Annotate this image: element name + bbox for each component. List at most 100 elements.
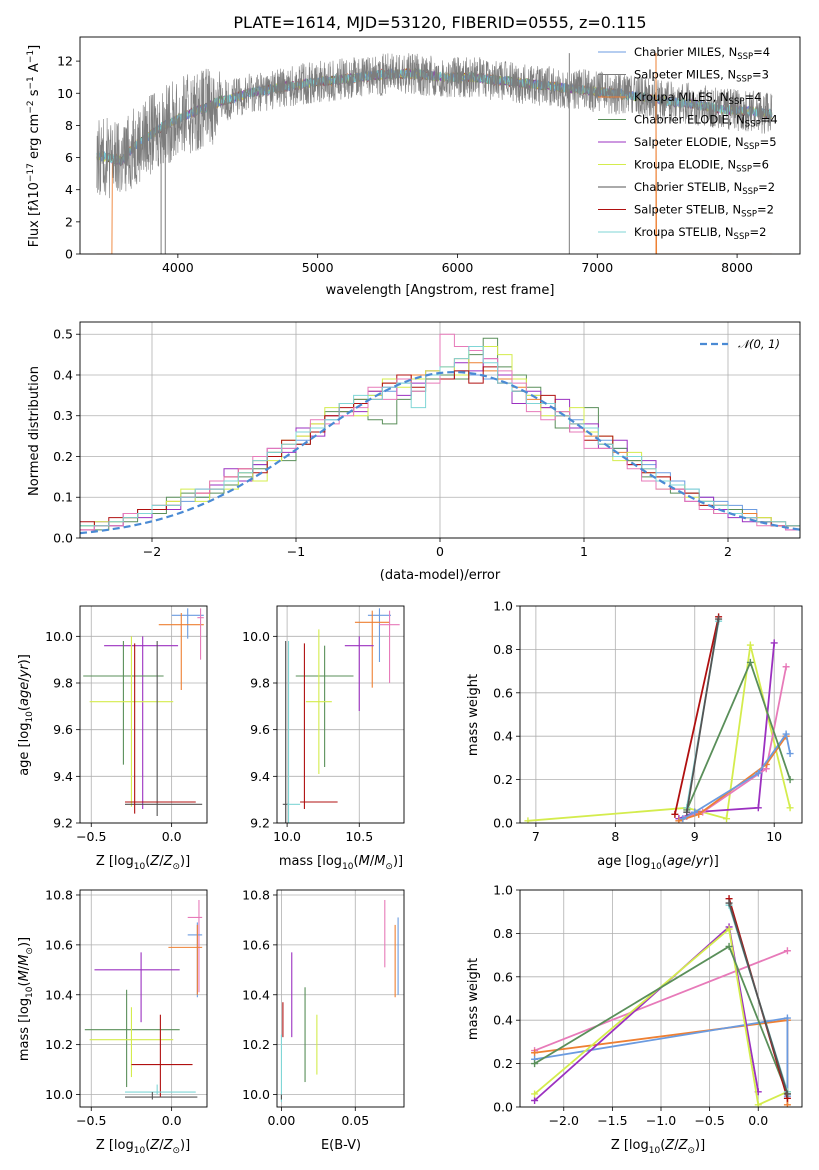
- weight_vs_age-series-point-0-3: [746, 641, 754, 649]
- weight_vs_age-marks: [524, 613, 794, 823]
- weight_vs_age-ytick-label-0: 0.0: [493, 816, 513, 831]
- weight-vs-z-panel: −2.0 −1.5 −1.0 −0.5 0.0 0.0 0.2 0.4 0.6 0.8 1.0 Z …: [466, 883, 803, 1156]
- age-vs-mass-plot-area: 10.0 10.5 9.2 9.4 9.6 9.8 10.0: [242, 605, 405, 844]
- weight_vs_age-series-point-3-1: [695, 810, 703, 818]
- spectrum-ytick-label-3: 6: [65, 150, 73, 165]
- weight_vs_Z-xtick-label-3: −0.5: [694, 1113, 724, 1128]
- residuals-xlabel: (data-model)/error: [380, 568, 501, 583]
- residuals-panel: −2 −1 0 1 2 0.0 0.1 0.2 0.3 0.4 0.5 𝒩(0, 1) (data-m…: [27, 321, 801, 583]
- weight_vs_age-series-point-0-2: [723, 815, 731, 823]
- residuals-frame: [79, 321, 801, 539]
- spectrum-ytick-label-0: 0: [65, 247, 73, 262]
- weight-vs-age-panel: 7 8 9 10 0.0 0.2 0.4 0.6 0.8 1.0 age [log10(age/y…: [466, 599, 803, 872]
- mass-vs-ebv-xlabel: E(B-V): [321, 1138, 361, 1153]
- weight_vs_age-xtick-label-1: 8: [611, 829, 619, 844]
- weight_vs_age-frame: [519, 605, 803, 824]
- weight_vs_Z-series-point-8-1: [783, 1090, 791, 1098]
- weight_vs_Z-ytick-label-3: 0.6: [493, 969, 513, 984]
- age_vs_mass-ytick-label-2: 9.6: [250, 722, 270, 737]
- weight_vs_Z-series-point-5-1: [725, 942, 733, 950]
- mass_vs_Z-ytick-label-1: 10.2: [45, 1037, 73, 1052]
- age_vs_mass-ytick-label-1: 9.4: [250, 769, 270, 784]
- weight_vs_Z-series-point-0-1: [783, 947, 791, 955]
- residuals-legend-label: 𝒩(0, 1): [738, 337, 780, 351]
- residuals-plot-area: −2 −1 0 1 2 0.0 0.1 0.2 0.3 0.4 0.5 𝒩(0, 1): [53, 321, 801, 559]
- spectrum-marks: [96, 53, 773, 254]
- weight_vs_age-series-point-1-3: [770, 639, 778, 647]
- weight_vs_Z-ytick-label-0: 0.0: [493, 1100, 513, 1115]
- mass_vs_EBV-ytick-label-4: 10.8: [242, 887, 270, 902]
- weight_vs_Z-xtick-label-4: 0.0: [748, 1113, 768, 1128]
- age_vs_mass-xtick-label-1: 10.5: [345, 829, 373, 844]
- weight_vs_age-ytick-label-1: 0.2: [493, 772, 513, 787]
- residuals-ytick-label-1: 0.1: [53, 490, 73, 505]
- residuals-ytick-label-0: 0.0: [53, 531, 73, 546]
- spectrum-xtick-label-4: 8000: [721, 260, 753, 275]
- weight_vs_age-xtick-label-2: 9: [691, 829, 699, 844]
- age_vs_Z-ytick-label-4: 10.0: [45, 629, 73, 644]
- age_vs_Z-xtick-label-0: −0.5: [76, 829, 106, 844]
- weight_vs_Z-series-line-8: [728, 902, 789, 1095]
- weight-vs-z-plot-area: −2.0 −1.5 −1.0 −0.5 0.0 0.0 0.2 0.4 0.6 0.8 1.0: [493, 883, 803, 1128]
- weight_vs_Z-series-line-4: [534, 927, 788, 1107]
- spectrum-legend-label-1: Salpeter MILES, NSSP=3: [634, 68, 769, 85]
- weight_vs_Z-series-point-3-0: [531, 1096, 539, 1104]
- mass_vs_Z-xtick-label-1: 0.0: [162, 1113, 182, 1128]
- age_vs_Z-ytick-label-0: 9.2: [53, 816, 73, 831]
- spectrum-frame: [79, 36, 801, 255]
- weight_vs_age-series-point-6-0: [671, 810, 679, 818]
- mass_vs_EBV-xtick-label-0: 0.00: [268, 1113, 296, 1128]
- weight_vs_age-series-point-8-1: [715, 615, 723, 623]
- mass_vs_Z-ytick-label-0: 10.0: [45, 1087, 73, 1102]
- age_vs_Z-ytick-label-3: 9.8: [53, 676, 73, 691]
- age-vs-mass-xlabel: mass [log10(M/M⊙)]: [279, 854, 403, 872]
- spectrum-ylabel: Flux [fλ10−17 erg cm−2 s−1 A−1]: [26, 45, 42, 247]
- spectrum-title: PLATE=1614, MJD=53120, FIBERID=0555, z=0…: [233, 13, 646, 32]
- weight_vs_age-ytick-label-4: 0.8: [493, 642, 513, 657]
- age_vs_mass-ytick-label-3: 9.8: [250, 676, 270, 691]
- spectrum-legend-label-6: Chabrier STELIB, NSSP=2: [634, 180, 775, 197]
- weight_vs_Z-series-point-8-0: [725, 899, 733, 907]
- residuals-hist-6: [80, 333, 800, 538]
- spectrum-legend-label-3: Chabrier ELODIE, NSSP=4: [634, 113, 778, 130]
- mass_vs_EBV-ytick-label-0: 10.0: [242, 1087, 270, 1102]
- age-vs-z-xlabel: Z [log10(Z/Z⊙)]: [96, 854, 190, 872]
- weight-vs-z-xlabel: Z [log10(Z/Z⊙)]: [611, 1138, 705, 1156]
- weight_vs_age-series-point-4-2: [754, 769, 762, 777]
- age-vs-z-panel: −0.5 0.09.29.49.69.810.0 Z [log10(Z/Z⊙)] …: [17, 605, 208, 872]
- age_vs_Z-ytick-label-1: 9.4: [53, 769, 73, 784]
- weight-vs-age-ylabel: mass weight: [466, 674, 481, 756]
- mass_vs_EBV-ytick-label-2: 10.4: [242, 987, 270, 1002]
- spectrum-panel: PLATE=1614, MJD=53120, FIBERID=0555, z=0…: [26, 13, 801, 298]
- weight_vs_Z-series-point-5-0: [531, 1060, 539, 1068]
- weight_vs_age-series-point-0-4: [786, 804, 794, 812]
- weight_vs_Z-series-line-0: [534, 949, 788, 1052]
- weight_vs_Z-marks: [531, 895, 791, 1107]
- weight-vs-age-xlabel: age [log10(age/yr)]: [597, 854, 719, 872]
- weight_vs_age-series-point-8-0: [683, 808, 691, 816]
- spectrum-legend-label-0: Chabrier MILES, NSSP=4: [634, 45, 770, 62]
- mass-vs-ebv-plot-area: 0.00 0.05 10.0 10.2 10.4 10.6 10.8: [242, 887, 405, 1128]
- residuals-xtick-label-3: 1: [580, 544, 588, 559]
- weight_vs_Z-ytick-label-5: 1.0: [493, 883, 513, 898]
- age_vs_mass-ytick-label-4: 10.0: [242, 629, 270, 644]
- spectrum-legend-label-7: Salpeter STELIB, NSSP=2: [634, 203, 774, 220]
- mass_vs_EBV-ytick-label-3: 10.6: [242, 937, 270, 952]
- residuals-xtick-label-0: −2: [143, 544, 161, 559]
- weight_vs_age-series-point-4-3: [782, 730, 790, 738]
- residuals-xtick-label-1: −1: [287, 544, 305, 559]
- weight_vs_Z-series-point-1-0: [531, 1049, 539, 1057]
- mass_vs_Z-ytick-label-2: 10.4: [45, 987, 73, 1002]
- weight-vs-z-ylabel: mass weight: [466, 958, 481, 1040]
- residuals-ytick-label-5: 0.5: [53, 327, 73, 342]
- weight_vs_age-series-line-6: [674, 616, 720, 815]
- mass_vs_Z-frame: [79, 889, 208, 1108]
- weight_vs_age-ytick-label-3: 0.6: [493, 685, 513, 700]
- spectrum-xtick-label-0: 4000: [162, 260, 194, 275]
- spectrum-plot-area: 4000 5000 6000 7000 8000 0 2 4 6 8 10 12 Chabrier MI…: [57, 36, 801, 275]
- age-vs-z-plot-area: −0.5 0.0 9.2 9.4 9.6 9.8 10.0: [45, 605, 208, 844]
- weight_vs_age-series-point-3-0: [675, 817, 683, 823]
- age_vs_mass-ytick-label-0: 9.2: [250, 816, 270, 831]
- spectrum-ytick-label-2: 4: [65, 182, 73, 197]
- mass-vs-ebv-panel: 0.00 0.05 10.0 10.2 10.4 10.6 10.8 E(B-V): [242, 887, 405, 1153]
